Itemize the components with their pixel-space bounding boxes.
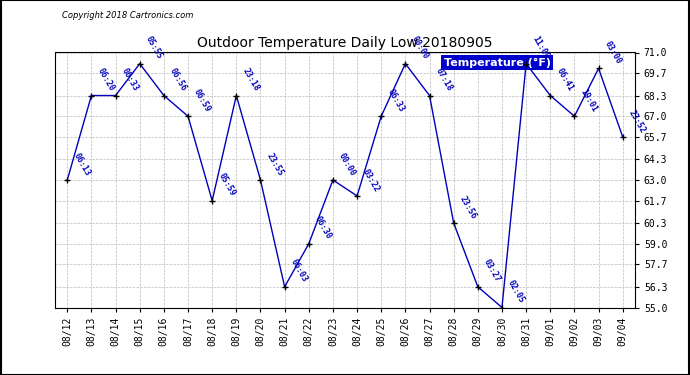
Text: 07:18: 07:18 bbox=[434, 67, 454, 93]
Text: 06:33: 06:33 bbox=[120, 67, 140, 93]
Text: Copyright 2018 Cartronics.com: Copyright 2018 Cartronics.com bbox=[62, 11, 193, 20]
Text: 03:22: 03:22 bbox=[362, 167, 382, 193]
Text: 23:55: 23:55 bbox=[265, 151, 285, 177]
Text: 23:52: 23:52 bbox=[627, 108, 647, 134]
Text: 06:56: 06:56 bbox=[168, 67, 188, 93]
Text: 06:03: 06:03 bbox=[289, 258, 309, 284]
Text: 19:01: 19:01 bbox=[579, 87, 599, 114]
Text: 00:00: 00:00 bbox=[410, 35, 430, 61]
Text: 06:30: 06:30 bbox=[313, 215, 333, 241]
Text: 03:00: 03:00 bbox=[603, 39, 623, 66]
Text: 06:20: 06:20 bbox=[96, 67, 116, 93]
Text: 00:00: 00:00 bbox=[337, 151, 357, 177]
Text: 06:13: 06:13 bbox=[72, 151, 92, 177]
Text: 11:00: 11:00 bbox=[531, 35, 551, 61]
Text: Temperature (°F): Temperature (°F) bbox=[444, 58, 551, 68]
Text: 06:59: 06:59 bbox=[193, 87, 213, 114]
Title: Outdoor Temperature Daily Low 20180905: Outdoor Temperature Daily Low 20180905 bbox=[197, 36, 493, 50]
Text: 05:55: 05:55 bbox=[144, 35, 164, 61]
Text: 03:27: 03:27 bbox=[482, 258, 502, 284]
Text: 06:41: 06:41 bbox=[555, 67, 575, 93]
Text: 06:33: 06:33 bbox=[386, 87, 406, 114]
Text: 02:05: 02:05 bbox=[506, 279, 526, 305]
Text: 23:56: 23:56 bbox=[458, 194, 478, 220]
Text: 05:59: 05:59 bbox=[217, 172, 237, 198]
Text: 23:18: 23:18 bbox=[241, 67, 261, 93]
